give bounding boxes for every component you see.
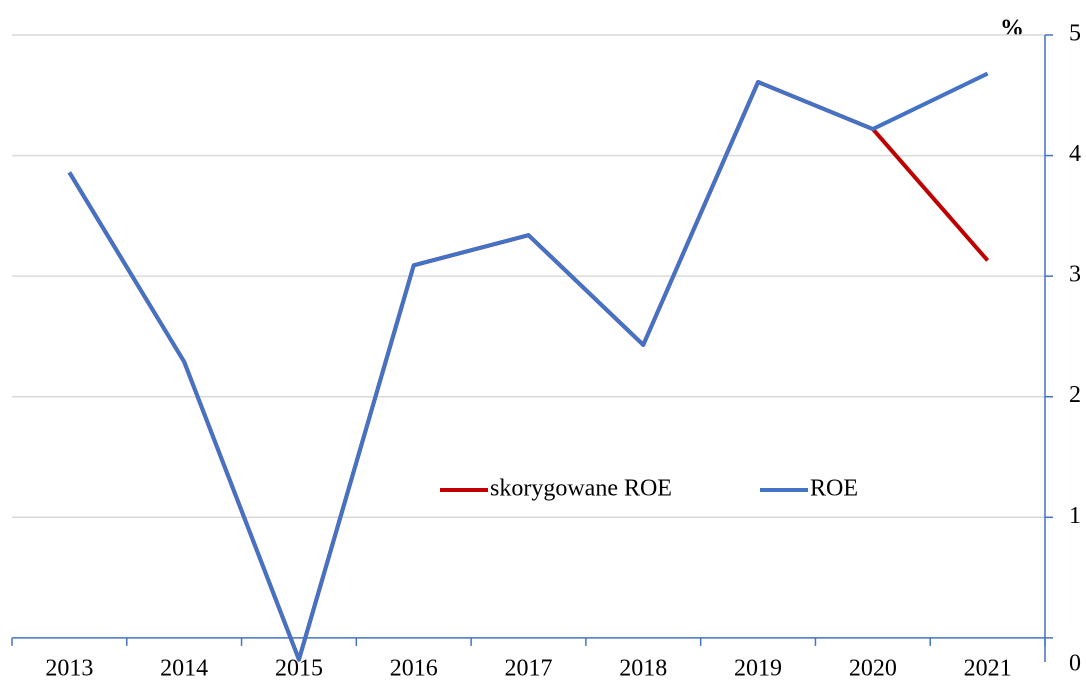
y-tick-label: 0 xyxy=(1069,650,1081,676)
y-tick-label: 5 xyxy=(1069,21,1081,47)
x-tick-label: 2017 xyxy=(505,656,553,682)
y-tick-label: 2 xyxy=(1069,382,1081,408)
y-tick-label: 3 xyxy=(1069,262,1081,288)
legend-label: skorygowane ROE xyxy=(490,476,672,502)
x-tick-label: 2018 xyxy=(619,656,667,682)
x-tick-label: 2014 xyxy=(160,656,208,682)
y-tick-label: 1 xyxy=(1069,503,1081,529)
x-tick-label: 2016 xyxy=(390,656,438,682)
line-series xyxy=(67,71,989,662)
x-tick-label: 2020 xyxy=(849,656,897,682)
unit-label: % xyxy=(1000,16,1024,42)
line-series xyxy=(67,80,990,662)
x-tick-label: 2013 xyxy=(45,656,93,682)
x-tick-label: 2021 xyxy=(964,656,1012,682)
y-tick-label: 4 xyxy=(1069,141,1081,167)
x-tick-label: 2019 xyxy=(734,656,782,682)
legend-label: ROE xyxy=(810,476,858,502)
